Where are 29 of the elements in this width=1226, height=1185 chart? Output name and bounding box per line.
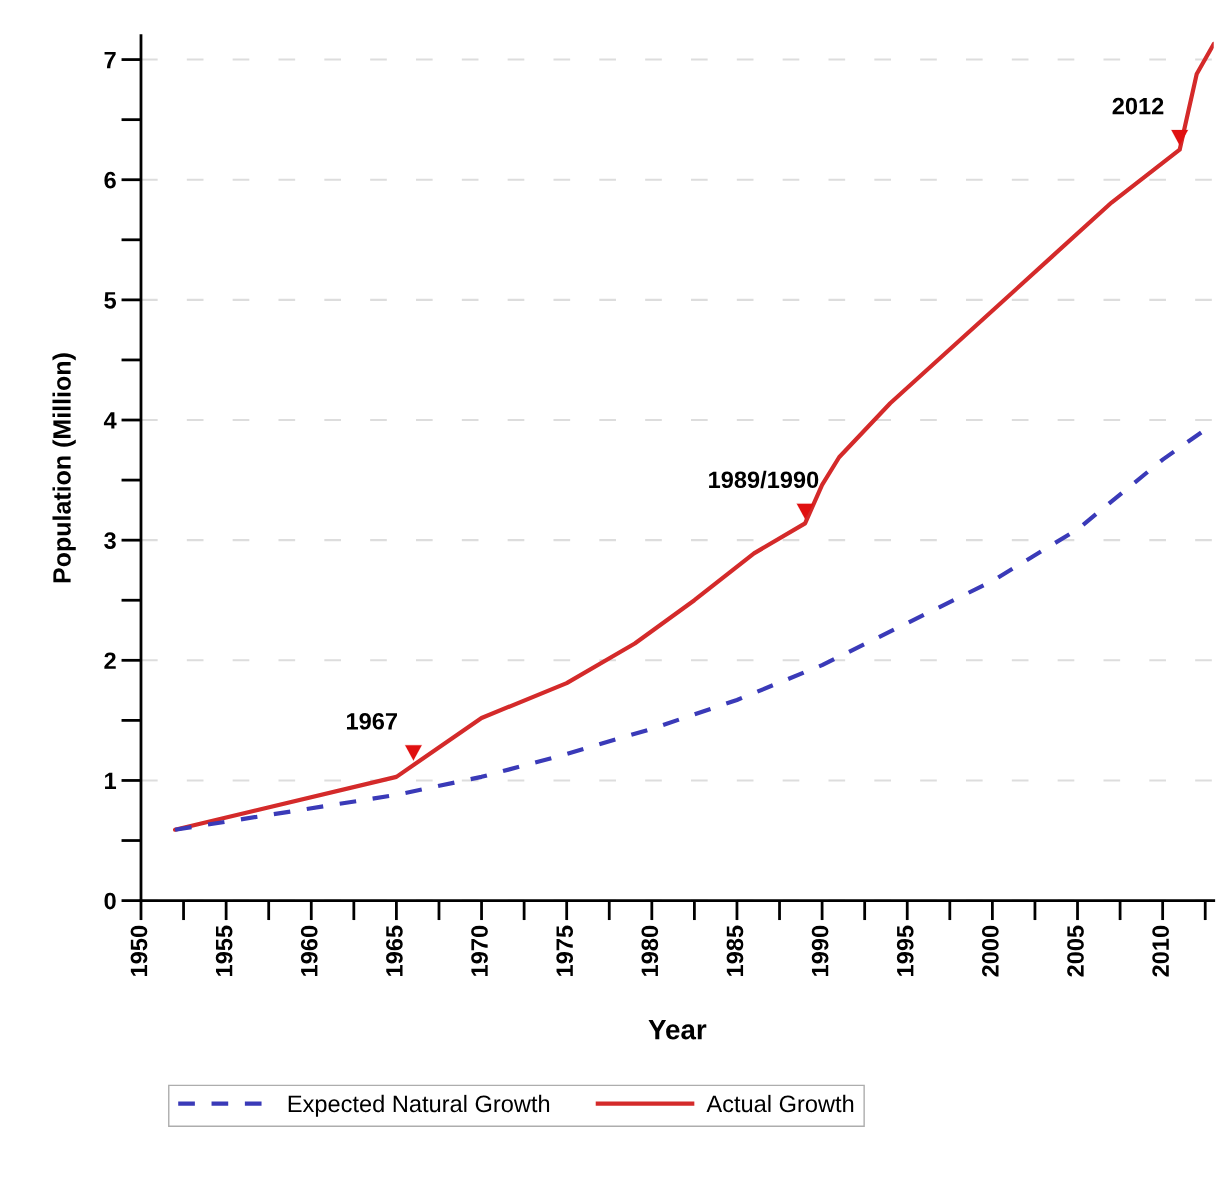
annotation: 1967 [346,712,397,730]
annotation: 1989/1990 [709,470,819,489]
x-tick-label: 1965 [386,925,403,976]
legend-label: Actual Growth [706,1094,854,1113]
y-tick-label: 7 [104,51,116,69]
legend-label: Expected Natural Growth [288,1094,550,1117]
y-tick-label: 5 [104,292,117,309]
x-axis-title: Year [648,1020,707,1040]
x-tick-label: 1995 [896,925,914,976]
y-tick-label: 4 [103,412,117,429]
x-tick-label: 2000 [982,925,999,977]
x-tick-label: 1980 [641,925,659,976]
y-tick-label: 0 [104,892,116,910]
x-tick-label: 1950 [130,925,148,976]
x-tick-label: 1985 [726,925,744,976]
annotation: 2012 [1112,97,1164,115]
y-tick-label: 6 [104,171,116,189]
line-series [172,41,1214,832]
y-tick-label: 2 [104,652,116,669]
x-tick-label: 2010 [1152,925,1169,977]
y-tick-label: 1 [105,772,117,790]
x-tick-label: 1970 [471,925,488,976]
x-tick-label: 1955 [215,925,233,976]
x-tick-label: 1975 [556,925,574,976]
x-tick-label: 2005 [1067,925,1084,977]
x-tick-label: 1990 [811,925,829,976]
y-axis-title: Population (Million) [52,353,76,583]
x-tick-label: 1960 [300,925,318,976]
y-tick-label: 3 [104,532,116,549]
